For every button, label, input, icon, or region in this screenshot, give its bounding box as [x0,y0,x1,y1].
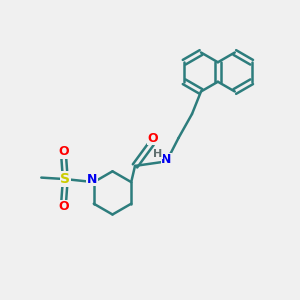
Text: N: N [161,153,172,167]
Text: H: H [154,149,163,159]
Text: O: O [148,131,158,145]
Text: S: S [60,172,70,186]
Text: N: N [87,172,98,186]
Text: O: O [58,145,69,158]
Text: O: O [58,200,69,213]
